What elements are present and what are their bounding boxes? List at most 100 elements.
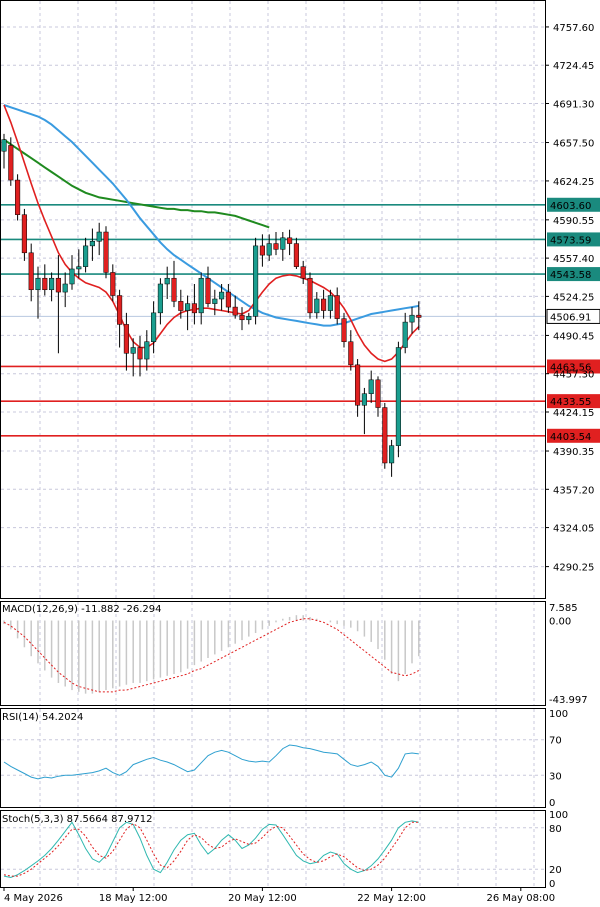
- candle-body: [110, 272, 116, 296]
- candle-body: [375, 379, 381, 408]
- grid: [1, 1, 545, 887]
- level-badge: [547, 267, 600, 282]
- candle-body: [253, 245, 259, 317]
- candle-body: [259, 245, 265, 256]
- candle-body: [205, 277, 211, 304]
- candle-body: [130, 347, 136, 354]
- candle-body: [171, 277, 177, 302]
- stoch-label: Stoch(5,3,3) 87.5664 87.9712: [2, 814, 153, 825]
- candle-body: [300, 266, 306, 279]
- candle-body: [246, 316, 252, 321]
- stoch-panel: Stoch(5,3,3) 87.5664 87.9712: [2, 814, 419, 879]
- level-badge: [547, 428, 600, 443]
- ma-fast-line: [3, 104, 420, 363]
- x-tick-label: 26 May 08:00: [487, 893, 556, 904]
- price-tick-label: 4691.30: [553, 99, 594, 110]
- level-label: 4603.60: [550, 201, 591, 212]
- candle-body: [232, 306, 238, 316]
- price-tick-label: 4724.45: [553, 61, 594, 72]
- rsi-tick-label: 70: [549, 736, 562, 747]
- candle-body: [389, 445, 395, 464]
- rsi-frame: [0, 708, 546, 808]
- price-tick-label: 4357.20: [553, 485, 594, 496]
- candle-body: [15, 179, 21, 215]
- candle-body: [219, 291, 225, 300]
- rsi-tick-label: 100: [549, 709, 568, 720]
- candle-body: [83, 245, 89, 267]
- x-tick-label: 22 May 12:00: [357, 893, 426, 904]
- candle-body: [62, 283, 68, 293]
- candle-body: [69, 268, 75, 285]
- rsi-line: [3, 744, 419, 780]
- price-tick-label: 4290.25: [553, 563, 594, 574]
- stoch-signal-line: [3, 821, 419, 877]
- x-tick-label: 18 May 12:00: [99, 893, 168, 904]
- candle-body: [151, 312, 157, 342]
- current-price-label: 4506.91: [550, 312, 591, 323]
- candle-body: [21, 214, 27, 254]
- rsi-tick-label: 30: [549, 771, 562, 782]
- current-price-badge: [546, 308, 600, 324]
- candle-body: [314, 298, 320, 314]
- candle-body: [355, 364, 361, 406]
- candle-body: [42, 277, 48, 291]
- price-frame: [0, 0, 546, 599]
- level-label: 4463.56: [550, 362, 591, 373]
- price-tick-label: 4757.60: [553, 23, 594, 34]
- candle-body: [382, 407, 388, 464]
- candle-body: [198, 277, 204, 314]
- level-badge: [547, 359, 600, 374]
- stoch-tick-label: 0: [549, 879, 555, 890]
- level-label: 4433.55: [550, 397, 591, 408]
- candle-body: [307, 277, 313, 314]
- stoch-main-line: [3, 820, 419, 879]
- candle-body: [273, 243, 279, 250]
- macd-tick-label: 0.00: [549, 617, 571, 628]
- candle-body: [1, 139, 7, 152]
- candle-body: [49, 277, 55, 291]
- rsi-label: RSI(14) 54.2024: [2, 712, 83, 723]
- candle-body: [157, 283, 163, 314]
- candle-body: [321, 298, 327, 311]
- candle-body: [191, 303, 197, 314]
- price-tick-label: 4457.30: [553, 370, 594, 381]
- macd-tick-label: -43.997: [549, 695, 588, 706]
- price-tick-label: 4424.15: [553, 408, 594, 419]
- candle-body: [178, 301, 184, 311]
- candle-body: [28, 252, 34, 291]
- price-panel: 4603.60 4573.59 4543.58 4463.56 4433.55 4403.…: [1, 104, 600, 477]
- level-label: 4403.54: [550, 432, 591, 443]
- candle-body: [293, 243, 299, 267]
- candle-body: [35, 277, 41, 291]
- stoch-tick-label: 80: [549, 824, 562, 835]
- candle-body: [416, 314, 422, 318]
- price-tick-label: 4524.25: [553, 292, 594, 303]
- candle-body: [144, 341, 150, 360]
- candle-body: [123, 324, 129, 354]
- price-tick-label: 4624.25: [553, 177, 594, 188]
- candle-body: [287, 237, 293, 244]
- candle-body: [212, 298, 218, 304]
- macd-label: MACD(12,26,9) -11.882 -26.294: [2, 604, 162, 615]
- macd-signal-line: [3, 618, 420, 693]
- candle-body: [164, 277, 170, 285]
- candle-body: [225, 291, 231, 308]
- rsi-panel: RSI(14) 54.2024: [2, 712, 419, 780]
- candle-body: [395, 347, 401, 446]
- macd-panel: MACD(12,26,9) -11.882 -26.294: [2, 604, 420, 694]
- candle-body: [96, 231, 102, 242]
- candle-body: [409, 314, 415, 323]
- level-label: 4543.58: [550, 270, 591, 281]
- candle-body: [55, 277, 61, 293]
- stoch-tick-label: 100: [549, 810, 568, 821]
- ma-mid-line: [3, 104, 419, 327]
- price-tick-label: 4657.50: [553, 139, 594, 150]
- stoch-frame: [0, 810, 546, 888]
- candle-body: [76, 266, 82, 270]
- ma-slow-line: [3, 138, 270, 229]
- price-tick-label: 4590.55: [553, 216, 594, 227]
- candle-body: [185, 303, 191, 311]
- candle-body: [137, 347, 143, 360]
- price-tick-label: 4490.45: [553, 331, 594, 342]
